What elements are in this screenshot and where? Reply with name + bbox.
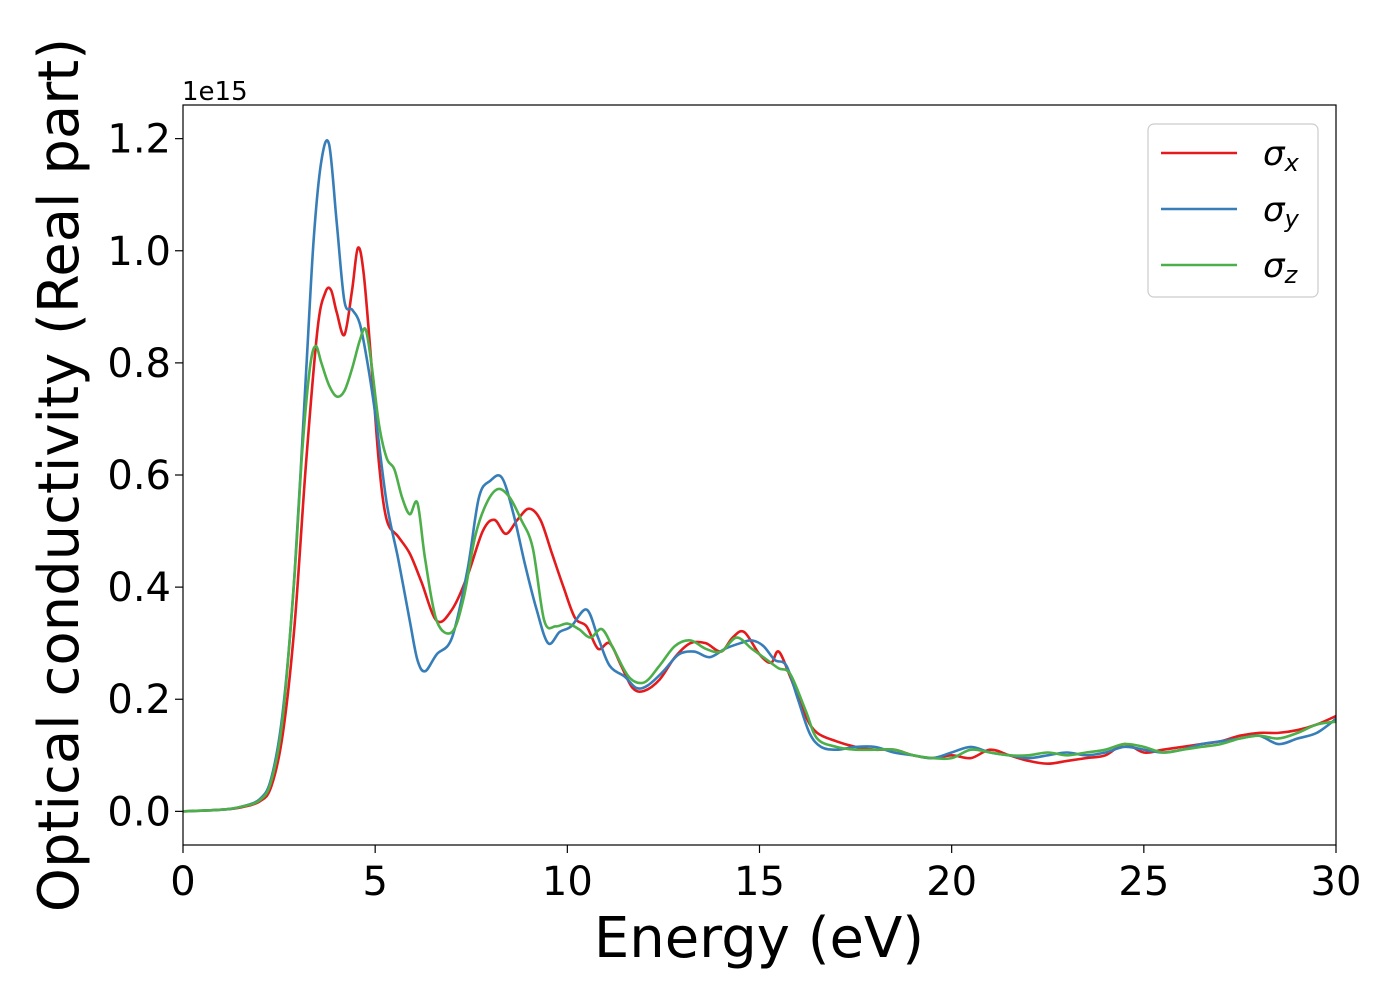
series-line-z bbox=[182, 327, 1337, 813]
y-tick-label: 0.2 bbox=[107, 677, 171, 723]
x-tick-label: 0 bbox=[170, 859, 195, 905]
x-axis-label: Energy (eV) bbox=[594, 906, 924, 971]
y-axis-ticks: 0.0 0.2 0.4 0.6 0.8 1.0 1.2 bbox=[107, 117, 183, 835]
legend-box bbox=[1147, 123, 1319, 298]
y-tick-label: 0.4 bbox=[107, 565, 171, 611]
x-tick-label: 20 bbox=[926, 859, 977, 905]
x-axis-ticks: 0 5 10 15 20 25 30 bbox=[170, 845, 1361, 905]
y-offset-label: 1e15 bbox=[182, 77, 248, 107]
x-tick-label: 30 bbox=[1311, 859, 1362, 905]
y-tick-label: 0.0 bbox=[107, 789, 171, 835]
y-tick-label: 1.2 bbox=[107, 117, 171, 163]
series-lines bbox=[182, 138, 1337, 813]
x-tick-label: 25 bbox=[1118, 859, 1169, 905]
y-tick-label: 1.0 bbox=[107, 229, 171, 275]
series-line-x bbox=[182, 246, 1337, 813]
x-tick-label: 15 bbox=[734, 859, 785, 905]
y-tick-label: 0.6 bbox=[107, 453, 171, 499]
y-tick-label: 0.8 bbox=[107, 341, 171, 387]
x-tick-label: 10 bbox=[542, 859, 593, 905]
legend-label-z: σz bbox=[1263, 246, 1299, 289]
y-axis-label: Optical conductivity (Real part) bbox=[27, 38, 92, 912]
x-tick-label: 5 bbox=[362, 859, 387, 905]
